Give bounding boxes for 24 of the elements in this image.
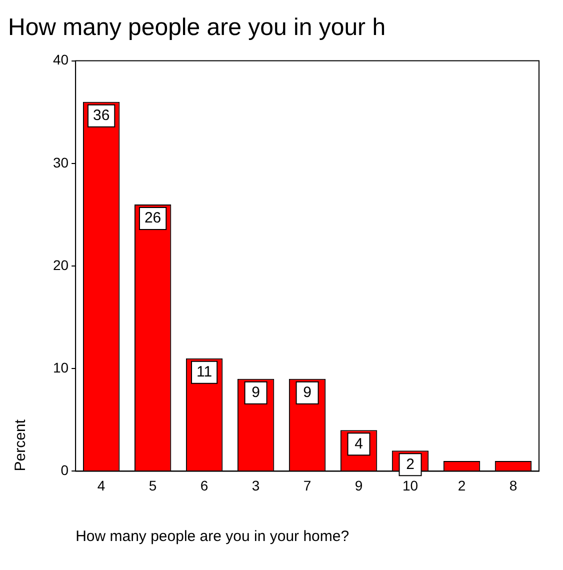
x-tick-label: 8 (509, 477, 518, 494)
x-tick-label: 2 (458, 477, 466, 494)
x-axis-title: How many people are you in your home? (76, 528, 350, 546)
x-tick-label: 7 (303, 477, 312, 494)
x-tick-label: 10 (402, 477, 418, 494)
data-label: 26 (144, 210, 162, 227)
data-label: 4 (354, 435, 363, 452)
x-tick-label: 3 (252, 477, 260, 494)
x-tick-label: 4 (97, 477, 106, 494)
data-label: 9 (252, 384, 260, 401)
chart-title: How many people are you in your h (8, 14, 386, 42)
y-axis-title: Percent (12, 418, 30, 472)
x-tick-label: 6 (200, 477, 208, 494)
data-label: 2 (406, 456, 414, 473)
y-tick-label: 10 (52, 359, 69, 376)
data-label: 9 (303, 384, 312, 401)
data-label: 36 (92, 106, 110, 124)
y-tick-label: 40 (52, 52, 69, 68)
y-tick-label: 30 (52, 154, 69, 170)
x-tick-label: 5 (148, 477, 157, 494)
data-label: 11 (196, 363, 212, 380)
y-tick-label: 20 (52, 256, 69, 273)
y-tick-label: 0 (60, 462, 69, 478)
x-tick-label: 9 (354, 477, 363, 494)
